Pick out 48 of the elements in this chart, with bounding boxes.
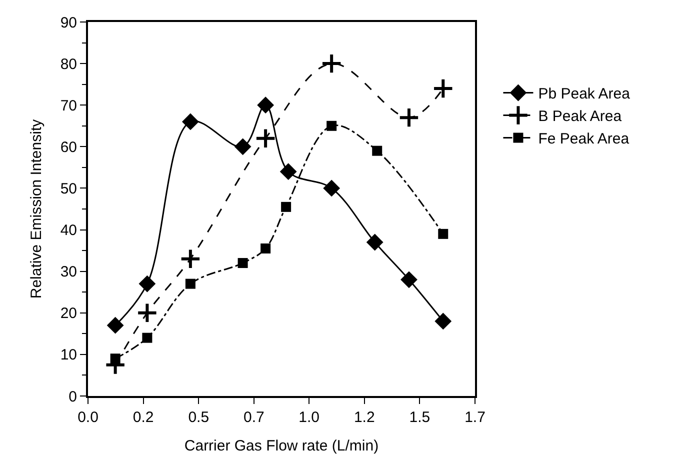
point bbox=[326, 120, 337, 131]
point bbox=[432, 78, 454, 100]
y-tick-label: 20 bbox=[60, 305, 77, 322]
point bbox=[185, 278, 196, 289]
x-tick-label: 1.7 bbox=[464, 409, 486, 426]
point bbox=[400, 271, 418, 288]
y-tick-label: 0 bbox=[68, 388, 77, 406]
point bbox=[136, 302, 158, 324]
point bbox=[257, 96, 274, 114]
point bbox=[142, 332, 152, 343]
point bbox=[438, 228, 448, 239]
point bbox=[182, 113, 199, 130]
y-tick-label: 40 bbox=[60, 222, 77, 240]
y-tick-label: 50 bbox=[60, 180, 77, 198]
point bbox=[280, 163, 297, 180]
x-tick-label: 1.2 bbox=[354, 409, 375, 426]
y-tick-label: 30 bbox=[60, 264, 77, 281]
y-tick-label: 80 bbox=[60, 56, 77, 73]
x-tick-label: 1.0 bbox=[298, 409, 320, 426]
point bbox=[320, 52, 342, 74]
point bbox=[106, 316, 124, 334]
x-tick-label: 1.5 bbox=[409, 409, 430, 426]
point bbox=[281, 202, 292, 212]
point bbox=[138, 275, 156, 292]
y-tick-label: 70 bbox=[60, 97, 77, 114]
point bbox=[398, 106, 420, 128]
y-tick-label: 90 bbox=[60, 14, 77, 32]
point bbox=[234, 138, 252, 156]
point bbox=[372, 146, 382, 156]
y-tick-label: 10 bbox=[60, 346, 77, 364]
x-tick-label: 0.2 bbox=[132, 409, 154, 426]
legend-label: Pb Peak Area bbox=[538, 86, 631, 103]
point bbox=[254, 128, 276, 149]
y-axis-title: Relative Emission Intensity bbox=[28, 118, 46, 299]
point bbox=[366, 234, 384, 251]
point bbox=[238, 258, 248, 268]
legend-label: B Peak Area bbox=[538, 108, 622, 126]
point bbox=[110, 354, 120, 364]
point bbox=[323, 180, 340, 197]
point bbox=[180, 248, 202, 270]
x-tick-label: 0.7 bbox=[244, 409, 264, 426]
x-tick-label: 0.5 bbox=[188, 409, 210, 426]
x-axis-title: Carrier Gas Flow rate (L/min) bbox=[184, 438, 379, 454]
point bbox=[434, 312, 452, 330]
point bbox=[260, 243, 271, 254]
y-tick-label: 60 bbox=[60, 138, 77, 156]
legend-label: Fe Peak Area bbox=[538, 130, 630, 148]
x-tick-label: 0.0 bbox=[78, 409, 98, 426]
